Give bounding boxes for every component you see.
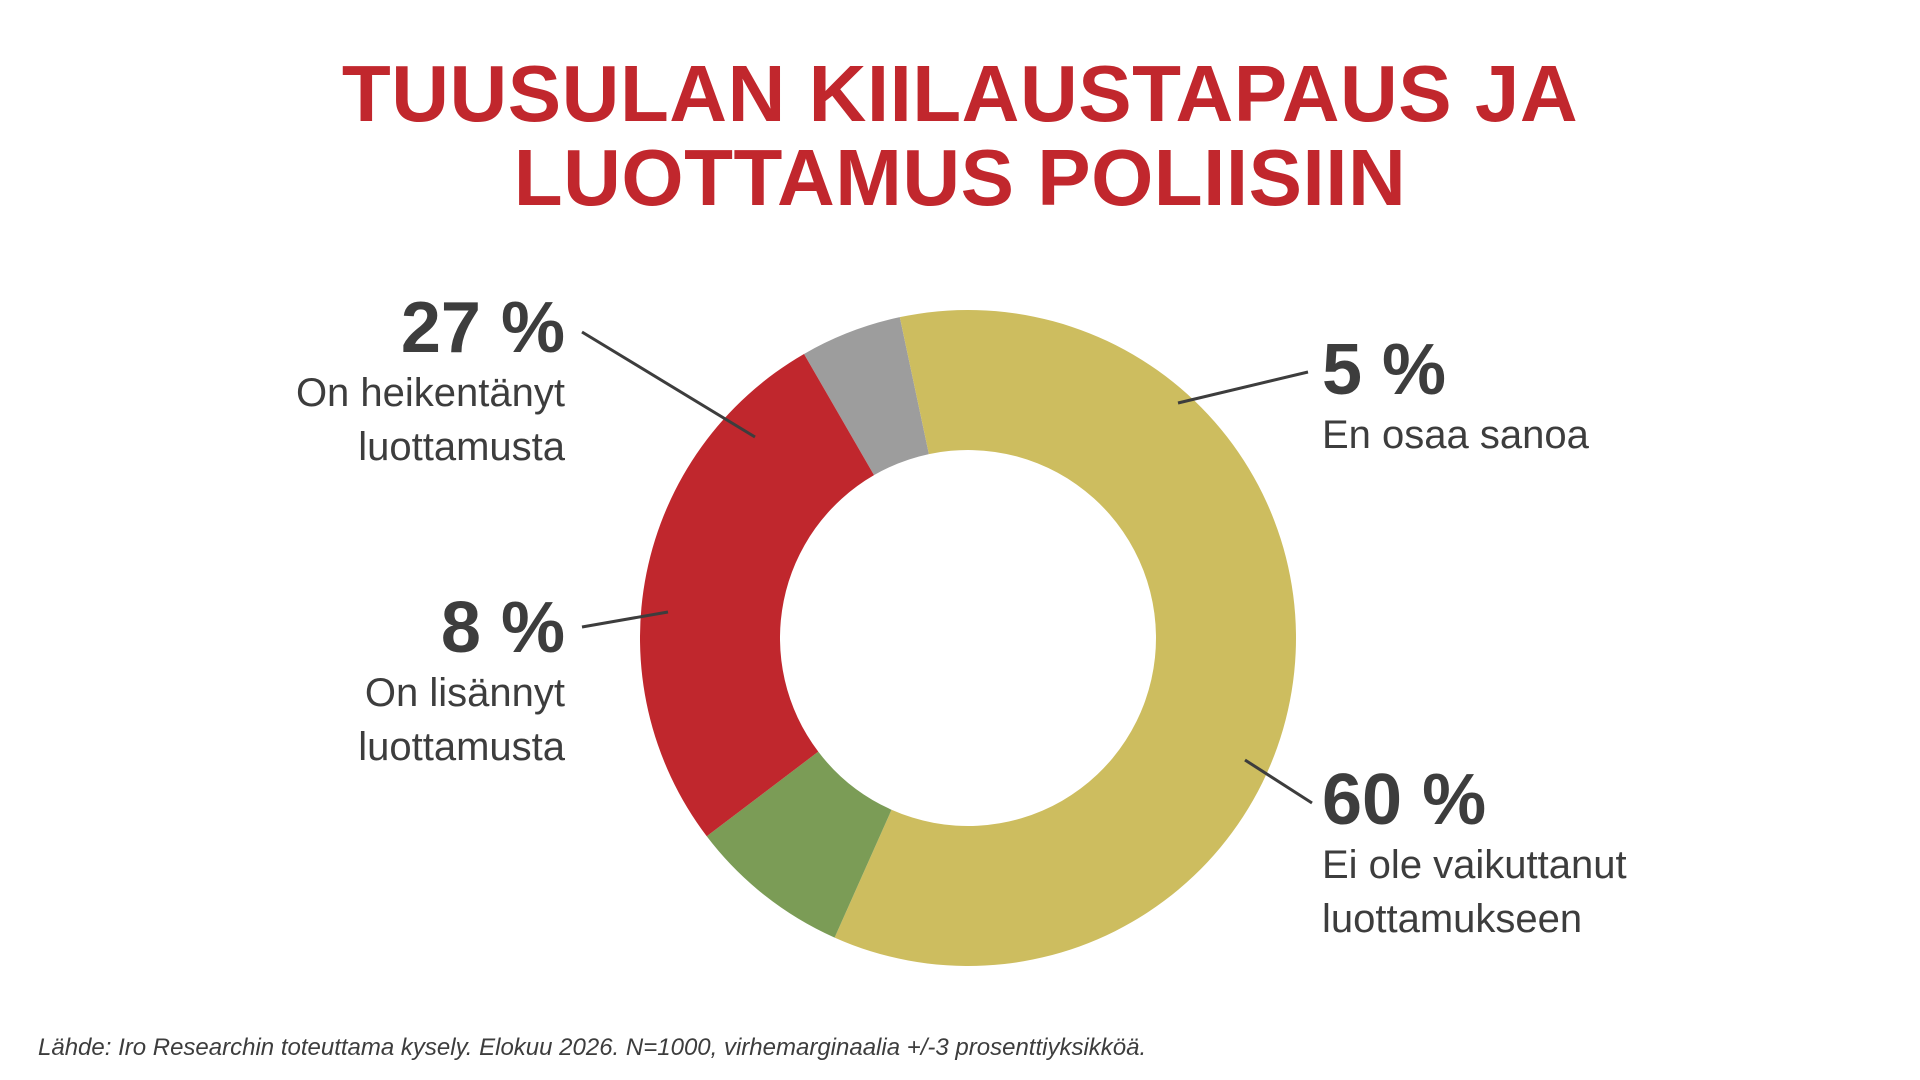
leader-line-noeffect	[1244, 758, 1313, 805]
donut-slice-0	[804, 317, 929, 476]
leader-line-increased	[581, 610, 669, 629]
label-weakened-line2: luottamusta	[358, 425, 565, 469]
label-increased-line1: On lisännyt	[364, 671, 565, 715]
title-line-1: TUUSULAN KIILAUSTAPAUS JA	[341, 49, 1579, 138]
label-noeffect-line2: luottamukseen	[1322, 897, 1583, 941]
label-unknown-line1: En osaa sanoa	[1322, 413, 1589, 457]
donut-slice-3	[639, 353, 874, 837]
label-weakened-line1: On heikentänyt	[295, 371, 565, 415]
donut-slice-1	[834, 309, 1296, 966]
label-increased-pct: 8 %	[440, 588, 565, 668]
label-unknown-pct: 5 %	[1322, 330, 1447, 410]
label-unknown: 5 % En osaa sanoa	[1322, 332, 1589, 462]
label-noeffect-pct: 60 %	[1322, 760, 1487, 840]
donut-slices	[639, 309, 1296, 966]
donut-slice-2	[706, 751, 892, 938]
leader-lines	[581, 330, 1313, 805]
label-increased-line2: luottamusta	[358, 725, 565, 769]
label-noeffect-line1: Ei ole vaikuttanut	[1322, 843, 1627, 887]
label-weakened: 27 % On heikentänyt luottamusta	[296, 290, 565, 474]
label-weakened-pct: 27 %	[400, 288, 565, 368]
chart-title: TUUSULAN KIILAUSTAPAUS JA LUOTTAMUS POLI…	[0, 52, 1920, 220]
leader-line-unknown	[1177, 370, 1309, 405]
source-note: Lähde: Iro Researchin toteuttama kysely.…	[38, 1034, 1147, 1061]
label-noeffect: 60 % Ei ole vaikuttanut luottamukseen	[1322, 762, 1627, 946]
label-increased: 8 % On lisännyt luottamusta	[358, 590, 565, 774]
leader-line-weakened	[581, 330, 756, 439]
title-line-2: LUOTTAMUS POLIISIIN	[513, 133, 1407, 222]
